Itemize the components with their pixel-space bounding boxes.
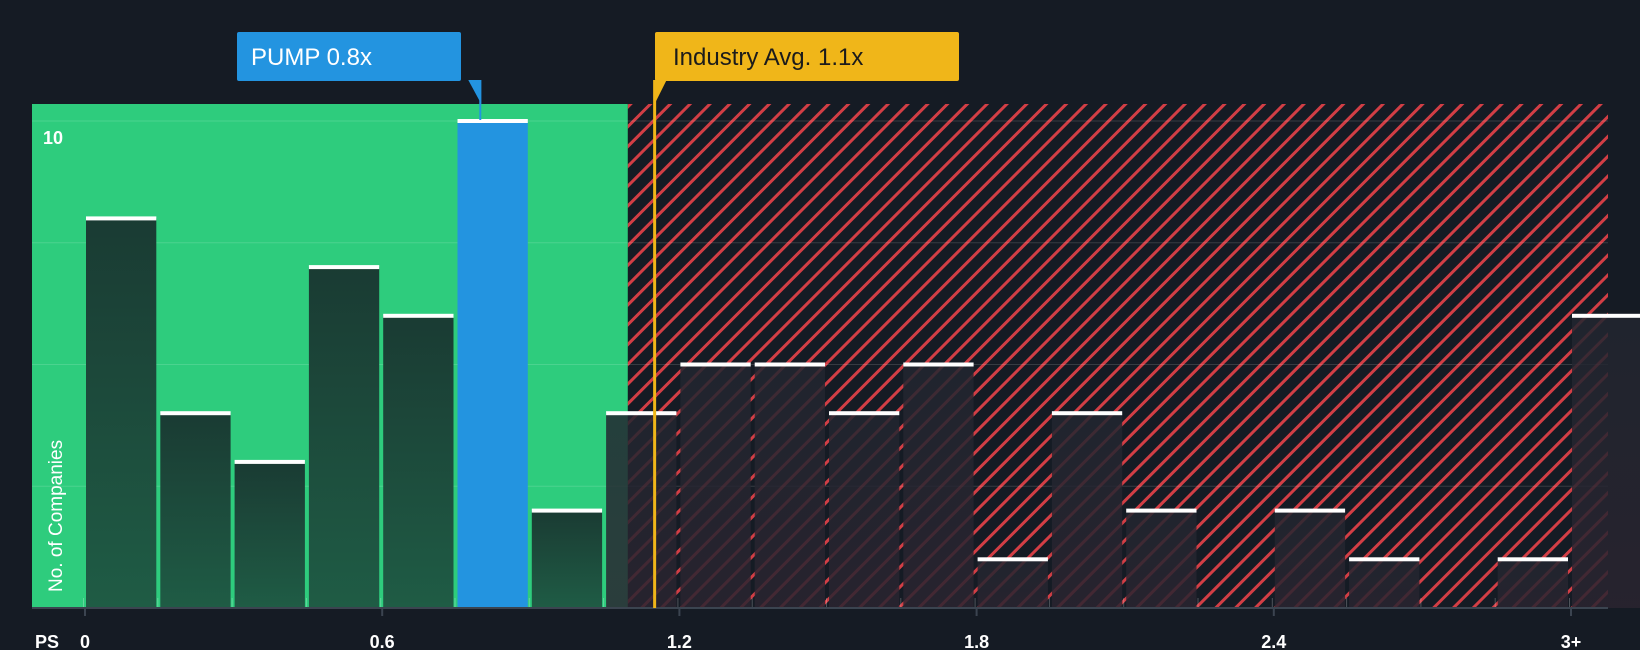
bar-top-9: [754, 362, 825, 367]
industry-callout-box: [655, 32, 959, 81]
y-tick-label-10: 10: [43, 128, 63, 148]
bar-top-10: [829, 411, 900, 416]
bar-top-7: [606, 411, 677, 416]
bar-top-3: [308, 265, 380, 270]
bar-20: [1572, 315, 1640, 608]
bar-12: [977, 559, 1048, 608]
bar-14: [1126, 510, 1197, 608]
bar-7: [606, 413, 677, 608]
bar-top-19: [1497, 557, 1568, 562]
bar-top-2: [234, 459, 305, 464]
bar-5: [457, 121, 528, 608]
x-ticks: 0 0.6 1.2 1.8 2.4 3+: [80, 608, 1581, 650]
bin-dividers: [83, 598, 1570, 608]
x-tick-label-2: 1.2: [667, 632, 692, 650]
company-callout: PUMP 0.8x: [237, 32, 482, 104]
company-callout-pointer: [468, 80, 482, 104]
x-tick-label-1: 0.6: [370, 632, 395, 650]
bars: [86, 119, 1640, 608]
bar-top-11: [903, 362, 974, 367]
bar-top-6: [531, 508, 603, 513]
bar-3: [308, 267, 380, 608]
x-tick-label-0: 0: [80, 632, 90, 650]
bar-13: [1051, 413, 1123, 608]
company-callout-box: [237, 32, 461, 81]
bar-1: [160, 413, 231, 608]
y-axis-title: No. of Companies: [46, 440, 67, 592]
bar-top-5: [457, 119, 528, 123]
industry-callout-label: Industry Avg. 1.1x: [673, 44, 863, 71]
bar-0: [86, 218, 157, 608]
x-tick-label-5: 3+: [1561, 632, 1582, 650]
industry-callout-pointer: [653, 80, 667, 104]
bar-11: [903, 364, 974, 608]
bar-top-14: [1126, 508, 1197, 513]
bar-top-1: [160, 411, 231, 416]
bar-top-0: [86, 216, 157, 221]
bar-16: [1274, 510, 1346, 608]
bar-19: [1497, 559, 1568, 608]
bar-10: [829, 413, 900, 608]
x-tick-label-4: 2.4: [1261, 632, 1286, 650]
bar-top-16: [1274, 508, 1346, 513]
bar-9: [754, 364, 825, 608]
bar-4: [383, 315, 454, 608]
bar-top-4: [383, 313, 454, 318]
bar-17: [1349, 559, 1420, 608]
bar-top-13: [1051, 411, 1123, 416]
bar-top-17: [1349, 557, 1420, 562]
bar-top-8: [680, 362, 751, 367]
x-axis-title: PS: [35, 632, 59, 650]
bar-2: [234, 461, 305, 608]
bar-top-20: [1572, 313, 1640, 318]
bar-top-12: [977, 557, 1048, 562]
company-callout-label: PUMP 0.8x: [251, 44, 372, 71]
bar-6: [531, 510, 603, 608]
industry-avg-callout: Industry Avg. 1.1x: [653, 32, 959, 104]
x-tick-label-3: 1.8: [964, 632, 989, 650]
bar-8: [680, 364, 751, 608]
